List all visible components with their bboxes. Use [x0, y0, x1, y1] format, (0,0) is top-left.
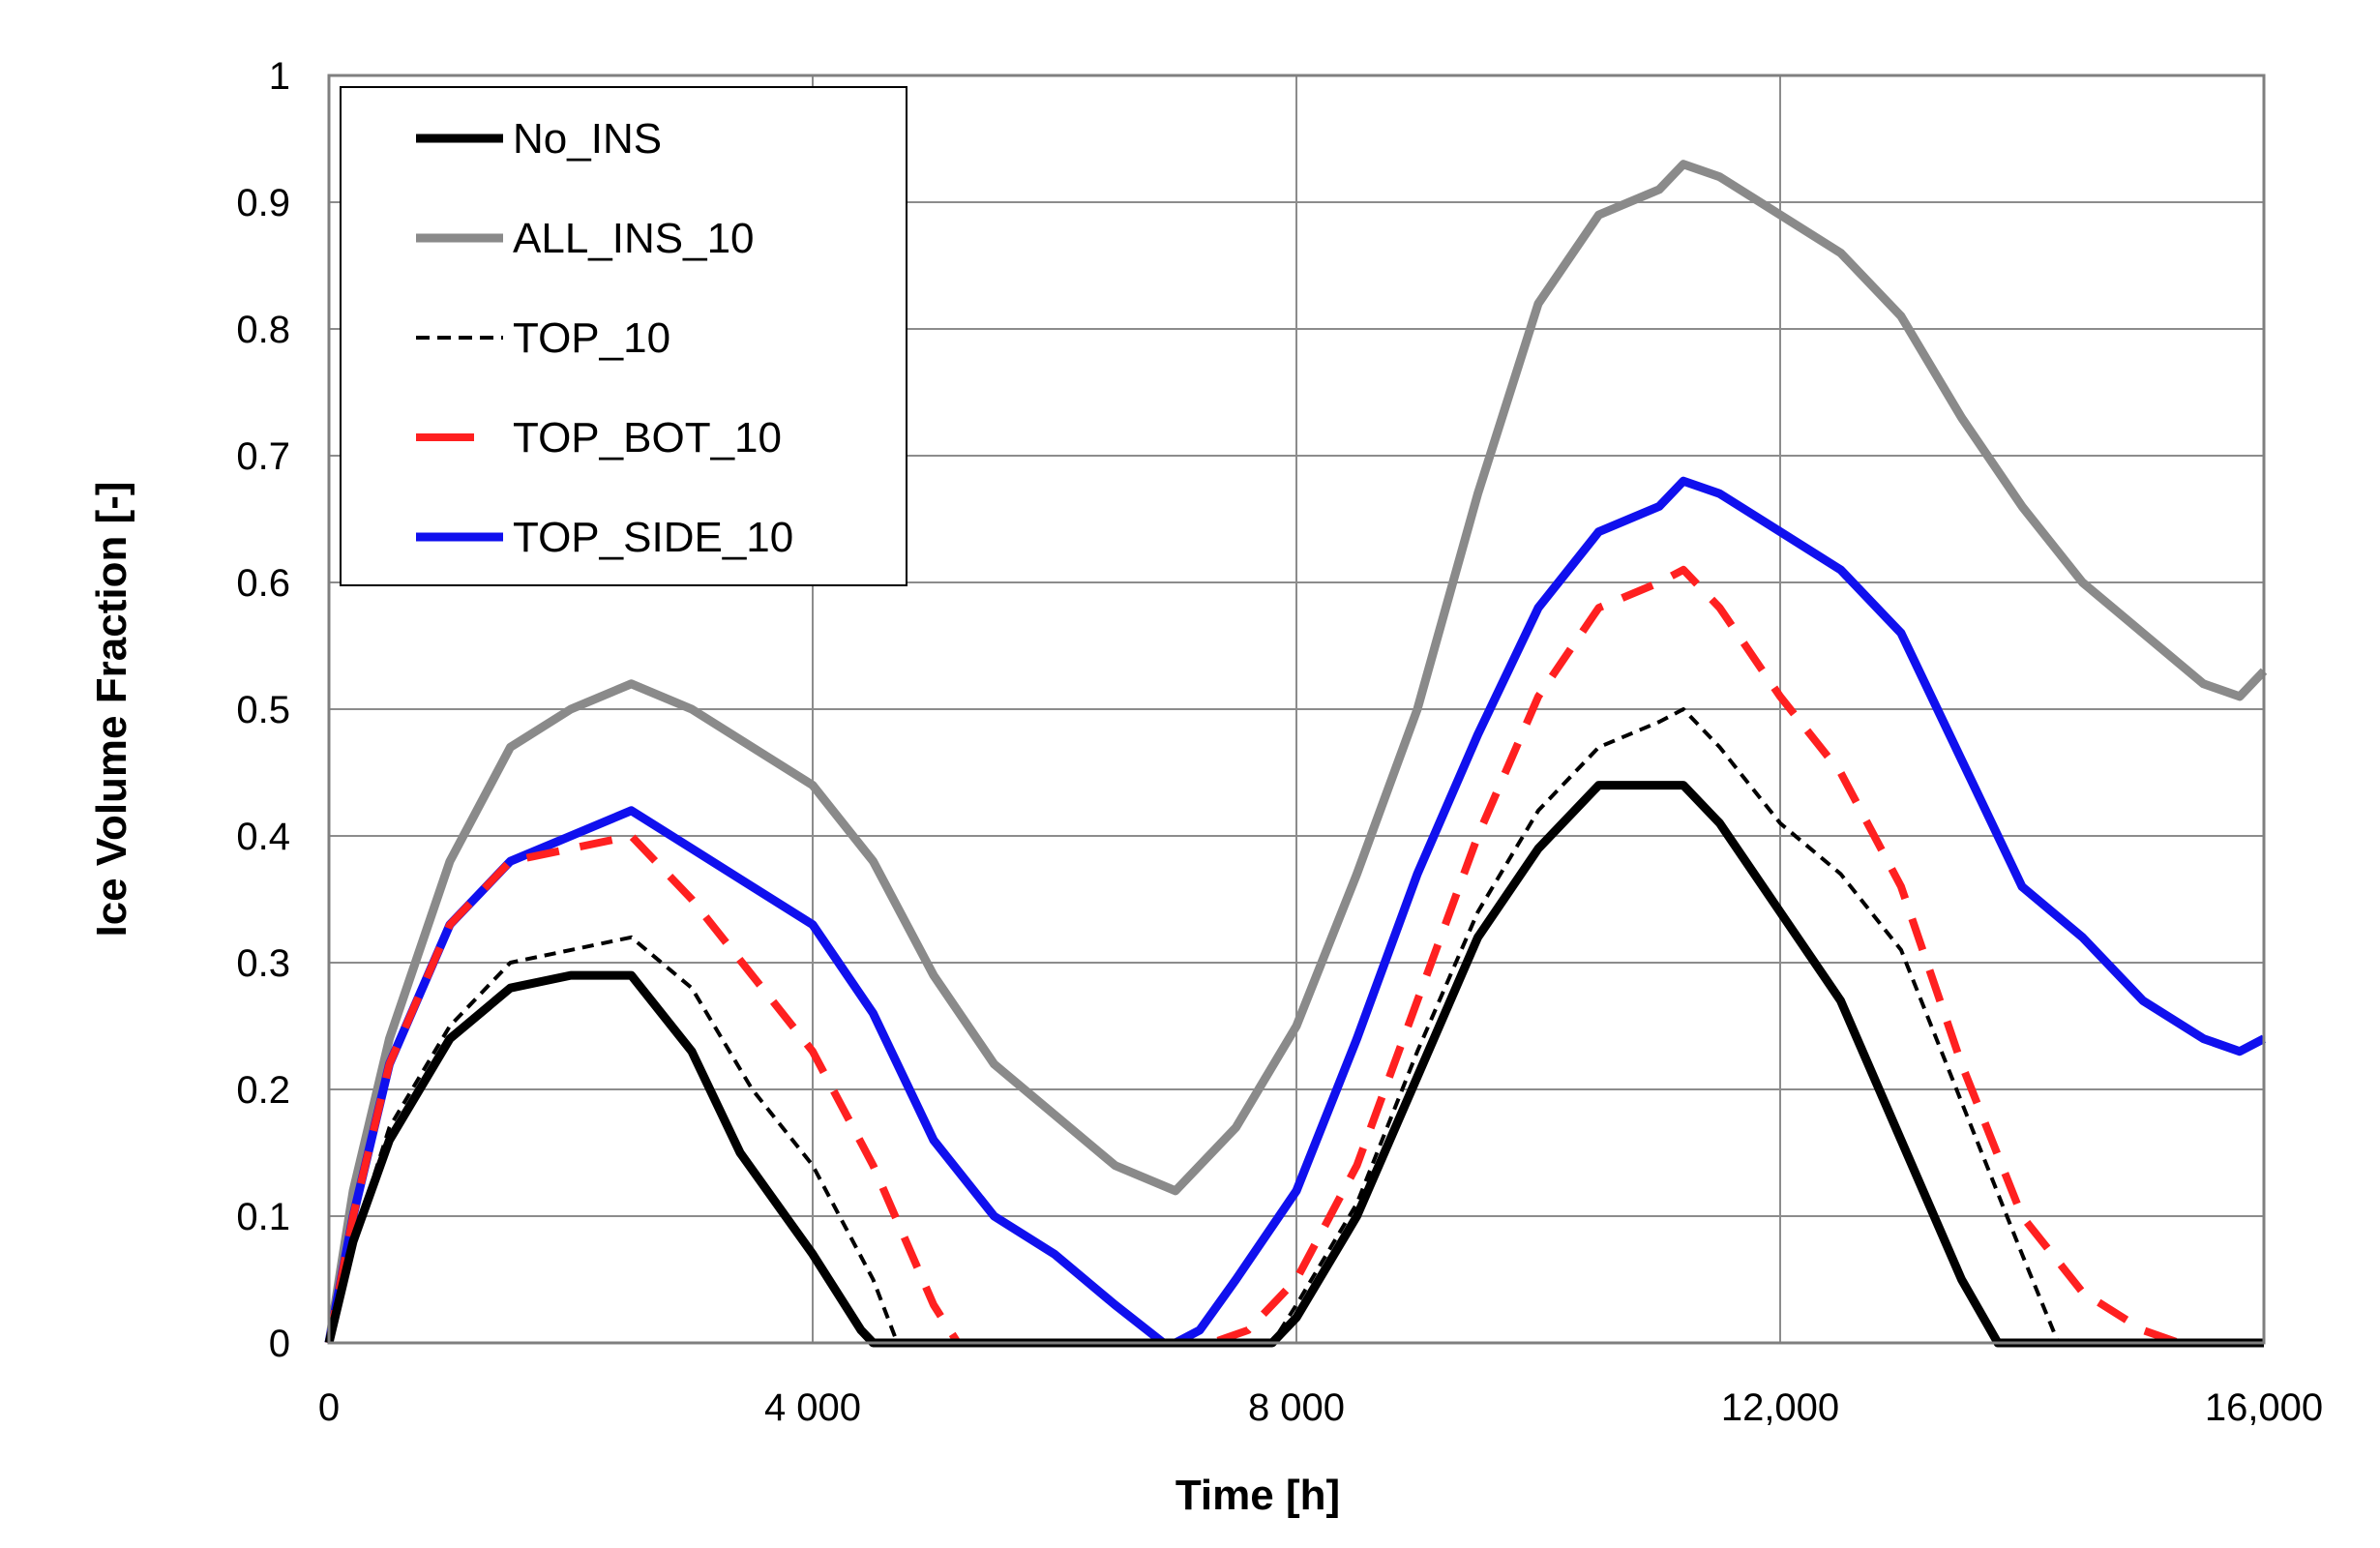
y-tick-label: 0.5: [236, 689, 290, 731]
y-tick-label: 1: [269, 55, 290, 98]
y-tick-label: 0.2: [236, 1069, 290, 1112]
series-line-top-bot-10: [325, 565, 2264, 1347]
y-axis-title: Ice Volume Fraction [-]: [88, 481, 135, 937]
legend: No_INS ALL_INS_10 TOP_10 TOP_BOT_10 TOP_SIDE…: [340, 86, 907, 586]
series-lines: [324, 160, 2268, 1348]
y-tick-label: 0.4: [236, 816, 290, 858]
y-tick-label: 0.8: [236, 309, 290, 351]
legend-label: No_INS: [513, 115, 662, 163]
y-tick-label: 0.6: [236, 562, 290, 605]
x-tick-label: 16,000: [2205, 1386, 2323, 1429]
series-line-top-side-10: [324, 476, 2267, 1348]
legend-label: TOP_BOT_10: [513, 414, 782, 461]
tick-labels: 0 0.1 0.2 0.3 0.4 0.5 0.6 0.7 0.8 0.9 1 0 4 000 8 000…: [236, 55, 2323, 1429]
y-tick-label: 0.3: [236, 942, 290, 985]
x-axis-title: Time [h]: [1175, 1472, 1340, 1519]
x-tick-label: 4 000: [764, 1386, 861, 1429]
series-line-no-ins: [324, 781, 2264, 1348]
legend-label: TOP_SIDE_10: [513, 514, 793, 561]
x-tick-label: 8 000: [1248, 1386, 1345, 1429]
y-tick-label: 0.7: [236, 435, 290, 478]
x-tick-label: 12,000: [1721, 1386, 1839, 1429]
y-tick-label: 0.1: [236, 1196, 290, 1238]
legend-label: ALL_INS_10: [513, 215, 755, 262]
plot-frame: [327, 74, 2266, 1345]
y-tick-label: 0.9: [236, 182, 290, 224]
legend-box: [340, 86, 907, 586]
y-tick-label: 0: [269, 1323, 290, 1365]
x-tick-label: 0: [318, 1386, 340, 1429]
series-line-all-ins-10: [324, 160, 2268, 1344]
series-line-top-10: [327, 707, 2264, 1345]
legend-label: TOP_10: [513, 314, 670, 362]
